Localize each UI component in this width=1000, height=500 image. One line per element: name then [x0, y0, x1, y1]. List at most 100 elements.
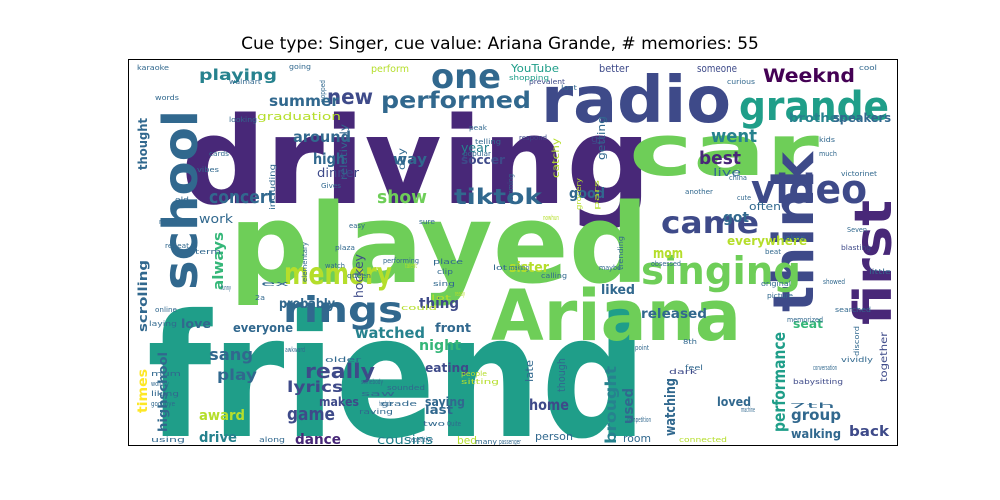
word: many — [475, 438, 497, 446]
word: connected — [679, 436, 727, 444]
word: person — [535, 430, 573, 443]
word: queen — [347, 272, 371, 280]
word: brought — [602, 366, 620, 444]
word: 7th — [789, 402, 835, 410]
word: discord — [853, 326, 861, 356]
word: another — [685, 188, 713, 196]
word: liked — [601, 283, 635, 298]
word: radio — [541, 64, 731, 138]
word: performance — [770, 332, 790, 432]
word: lot — [493, 264, 507, 272]
word: soccer — [461, 153, 505, 167]
word: cute — [737, 194, 751, 202]
word: babysitting — [793, 378, 843, 386]
word: friend — [147, 279, 647, 446]
word: including — [268, 164, 277, 210]
word: watching — [663, 378, 679, 436]
word: wordsy — [151, 380, 169, 388]
word: grade — [381, 400, 417, 408]
word: first — [844, 200, 898, 325]
word: trending — [617, 236, 625, 270]
word: talent — [405, 262, 417, 270]
word: room — [623, 432, 651, 445]
word: jamming — [507, 174, 515, 203]
word: sang — [209, 345, 253, 364]
word: could — [401, 304, 437, 312]
word: often — [749, 200, 781, 213]
word: pars — [593, 179, 601, 210]
word: kids — [819, 136, 835, 144]
word: blasting — [841, 244, 871, 252]
word: shopping — [509, 74, 549, 82]
word: obsessed — [651, 260, 681, 268]
word: summer — [269, 92, 340, 110]
word: speakers — [833, 111, 891, 125]
word: video — [751, 167, 867, 213]
word: work — [199, 212, 233, 226]
word: show — [377, 187, 427, 208]
word: saw — [361, 390, 396, 398]
word: someone — [697, 62, 737, 75]
word: grande — [739, 84, 889, 130]
word: used — [621, 388, 637, 424]
word: much — [819, 150, 837, 158]
word: vibes — [197, 166, 219, 174]
word: Gives — [321, 182, 341, 190]
word: lyrics — [287, 378, 343, 396]
word: times — [136, 369, 151, 413]
word: singing — [641, 249, 801, 293]
word: love — [181, 317, 211, 331]
word: victorinet — [841, 170, 877, 178]
word: group — [791, 406, 841, 424]
word: played — [229, 180, 649, 308]
word: drive — [199, 430, 237, 446]
word: using — [151, 436, 185, 444]
word: dinner — [317, 166, 359, 180]
word: Ariana — [491, 275, 741, 357]
word: watched — [355, 324, 425, 342]
word: concert — [209, 187, 275, 208]
word: performed — [381, 88, 531, 114]
word: plaza — [335, 244, 355, 252]
word: saying — [425, 395, 465, 409]
word: making — [509, 264, 529, 272]
word: curious — [727, 78, 755, 86]
word: cousins — [377, 433, 433, 446]
word: really — [305, 359, 375, 383]
word: showed — [823, 278, 845, 286]
word: got — [723, 210, 749, 226]
word: china — [729, 174, 747, 182]
word: going — [289, 63, 311, 71]
word: elementary — [301, 242, 309, 282]
word: old — [175, 196, 189, 204]
word: new — [327, 85, 373, 109]
word: Quite — [447, 420, 461, 428]
word: maybe — [599, 264, 621, 272]
word: released — [641, 307, 707, 322]
word: year — [461, 141, 489, 155]
word: sing — [433, 280, 455, 288]
word: scrolling — [136, 260, 150, 332]
word: catchy — [551, 138, 562, 178]
word: walking — [791, 427, 841, 441]
word: go — [591, 134, 605, 145]
word: conversation — [813, 364, 837, 372]
word: hockey — [352, 254, 366, 298]
word: loved — [717, 395, 751, 409]
word: good — [569, 186, 605, 202]
word: vividly — [841, 356, 873, 364]
word: rings — [283, 290, 403, 331]
word: tiktok — [454, 185, 543, 209]
word: popped — [319, 80, 327, 102]
word: jokes — [782, 234, 806, 242]
word: feel — [685, 364, 703, 372]
word: lot — [431, 294, 452, 302]
word: day — [397, 148, 408, 170]
word: words — [155, 94, 179, 102]
word: passenger — [499, 438, 521, 446]
word: beat — [765, 248, 781, 256]
word: telling — [475, 138, 501, 146]
word: 2a — [255, 294, 265, 302]
word: easy — [349, 222, 365, 230]
word: car — [629, 110, 820, 192]
